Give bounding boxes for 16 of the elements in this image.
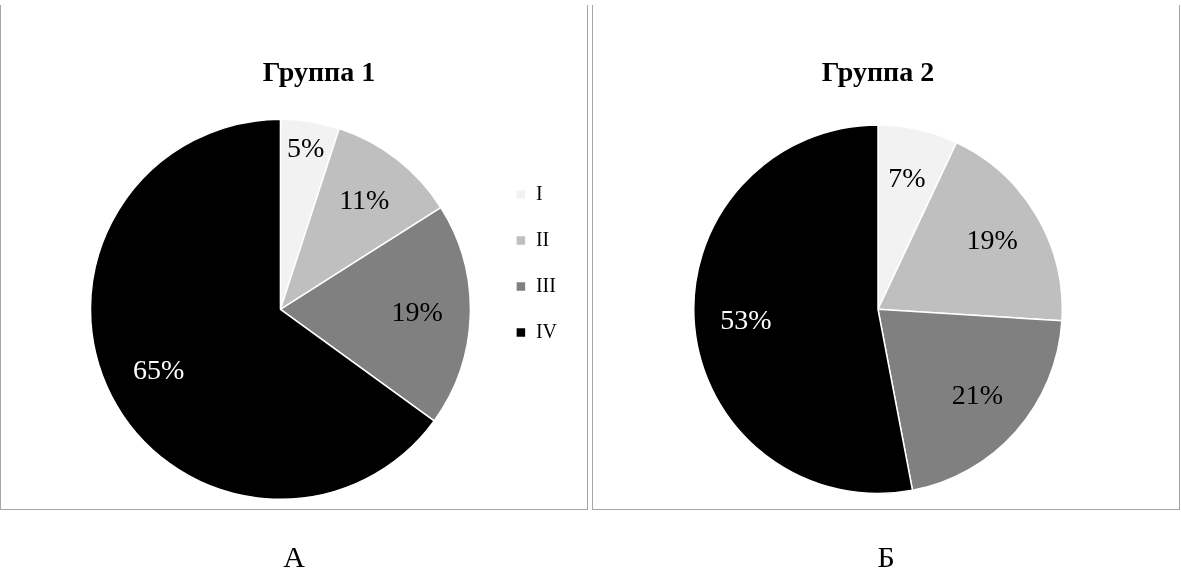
legend-label: IV [535, 319, 558, 342]
text: А [282, 540, 306, 574]
data-label: 21% [951, 379, 1004, 411]
legend-label: II [535, 227, 550, 250]
chart-title: Группа 2 [821, 56, 935, 88]
data-label: 11% [339, 183, 390, 215]
data-label: 7% [888, 162, 926, 194]
data-label: 19% [966, 224, 1018, 256]
chart-title: Группа 1 [262, 56, 376, 88]
text: Б [876, 540, 896, 574]
data-label: 19% [391, 295, 443, 327]
data-label: 53% [720, 304, 772, 336]
data-label: 65% [132, 353, 185, 385]
data-label: 5% [287, 132, 325, 164]
legend-label: I [535, 181, 543, 204]
legend-label: III [535, 273, 556, 296]
